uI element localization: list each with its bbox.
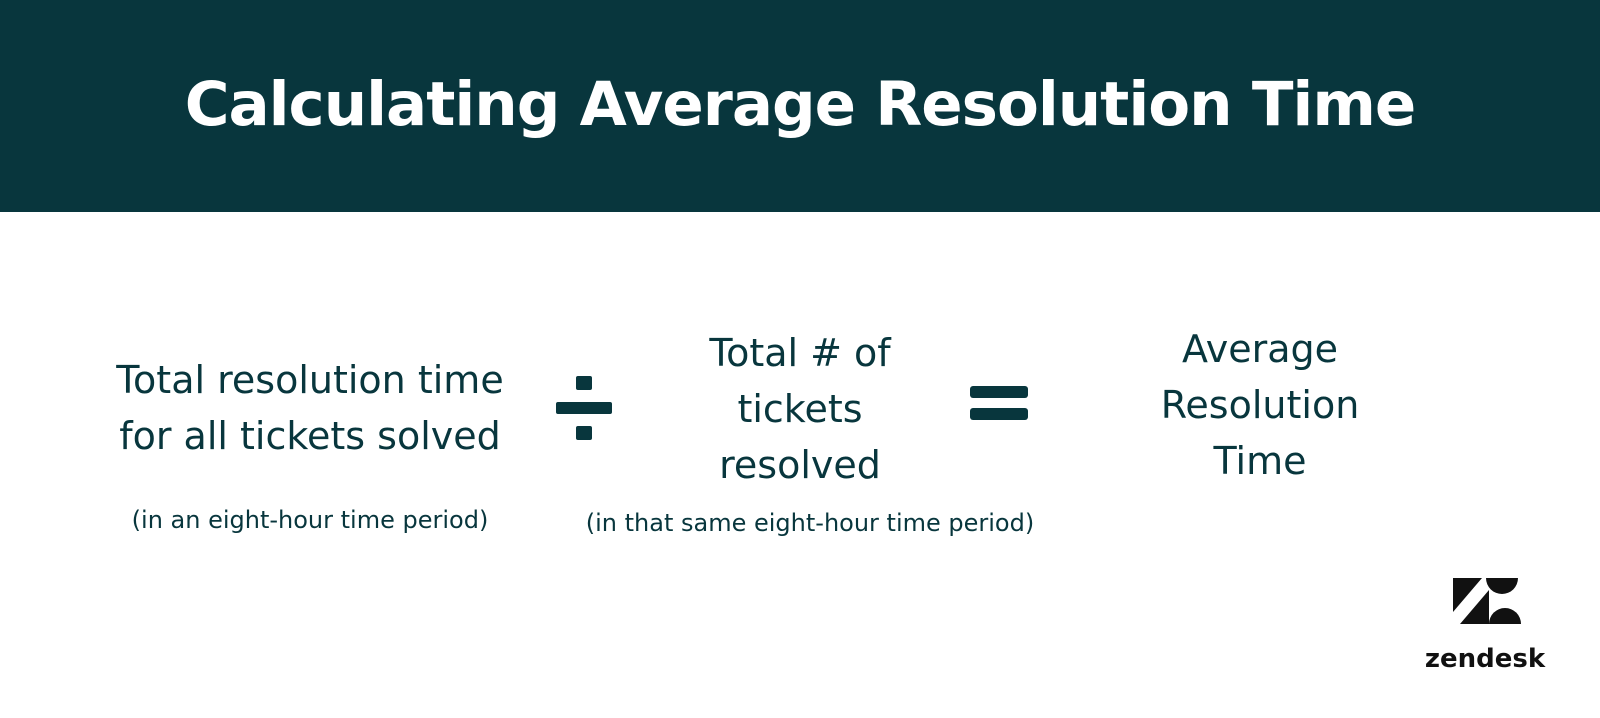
denominator-note: (in that same eight-hour time period) bbox=[585, 509, 1035, 537]
denominator-label: Total # of tickets resolved bbox=[709, 331, 891, 487]
equals-icon bbox=[970, 386, 1028, 420]
header-banner: Calculating Average Resolution Time bbox=[0, 0, 1600, 212]
zendesk-logo-icon bbox=[1453, 578, 1521, 624]
page-title: Calculating Average Resolution Time bbox=[184, 68, 1417, 140]
result-label: Average Resolution Time bbox=[1160, 327, 1360, 483]
brand-name: zendesk bbox=[1424, 644, 1546, 674]
brand-logo: zendesk bbox=[1420, 578, 1550, 678]
divide-icon bbox=[556, 376, 612, 440]
numerator-note: (in an eight-hour time period) bbox=[131, 506, 489, 534]
numerator-label: Total resolution time for all tickets so… bbox=[116, 358, 504, 458]
